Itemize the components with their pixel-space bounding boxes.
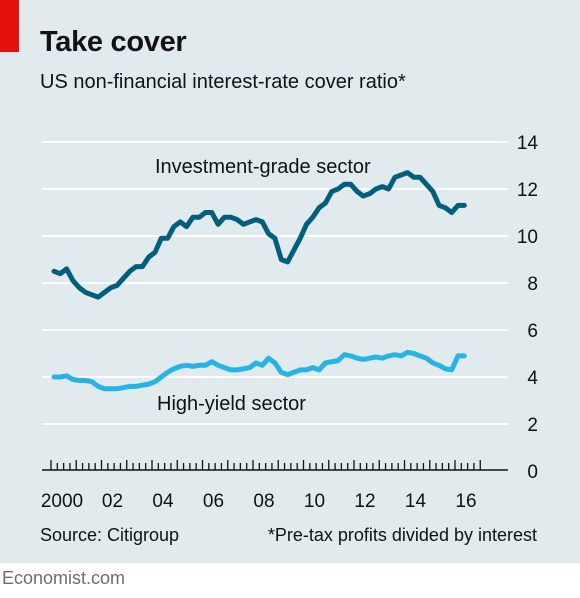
y-tick-label-10: 10: [517, 227, 538, 248]
brand-accent-tag: [0, 0, 19, 52]
x-tick-label-10: 10: [304, 491, 325, 512]
x-tick-label-14: 14: [405, 491, 427, 512]
y-tick-label-2: 2: [527, 415, 538, 436]
series-label-high-yield: High-yield sector: [157, 393, 306, 415]
y-tick-label-14: 14: [517, 133, 539, 154]
y-tick-label-8: 8: [527, 274, 538, 295]
economist-brand: Economist.com: [2, 568, 126, 588]
y-tick-label-12: 12: [517, 180, 538, 201]
series-labels: Investment-grade sector High-yield sector: [155, 156, 371, 415]
source-note: Source: Citigroup: [40, 525, 180, 545]
y-tick-label-4: 4: [527, 368, 538, 389]
x-tick-label-12: 12: [354, 491, 375, 512]
series-line-investment-grade: [51, 170, 467, 300]
chart-subtitle: US non-financial interest-rate cover rat…: [40, 71, 406, 93]
footnote: *Pre-tax profits divided by interest: [267, 525, 537, 545]
series-lines: [51, 170, 467, 392]
x-tick-label-16: 16: [455, 491, 476, 512]
chart-panel: [0, 0, 580, 563]
gridlines: [42, 141, 508, 425]
x-tick-label-06: 06: [203, 491, 224, 512]
x-tick-label-2000: 2000: [41, 491, 83, 512]
series-label-investment-grade: Investment-grade sector: [155, 156, 371, 178]
y-tick-label-0: 0: [527, 462, 538, 483]
x-tick-label-04: 04: [152, 491, 174, 512]
chart-title: Take cover: [40, 26, 187, 58]
x-tick-label-08: 08: [253, 491, 274, 512]
x-tick-label-02: 02: [102, 491, 123, 512]
y-tick-label-6: 6: [527, 321, 538, 342]
series-line-high-yield: [51, 349, 467, 392]
